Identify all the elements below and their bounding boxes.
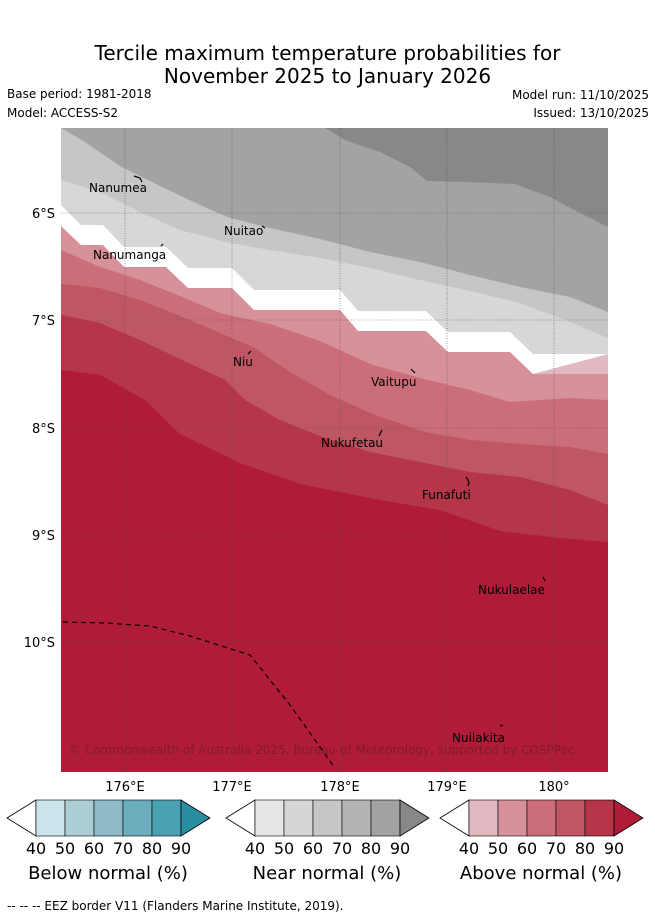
lon-label-179e: 179°E <box>427 780 467 795</box>
below-colorbar-tick: 40 <box>26 839 46 858</box>
lat-label-6s: 6°S <box>32 207 55 222</box>
place-nuilakita: Nuilakita <box>452 731 505 745</box>
title-line-1: Tercile maximum temperature probabilitie… <box>94 41 561 65</box>
colorbar-ticks: 40 50 60 70 80 90 40 50 60 70 80 90 40 50 60 70 80 90 <box>26 839 624 858</box>
near-colorbar-tick: 40 <box>245 839 265 858</box>
near-colorbar-segment <box>370 799 401 837</box>
model-run: Model run: 11/10/2025 <box>511 88 649 102</box>
near-colorbar-tick: 90 <box>390 839 410 858</box>
below-colorbar-tick: 90 <box>171 839 191 858</box>
near-colorbar-under <box>225 799 256 837</box>
below-colorbar-tick: 70 <box>113 839 133 858</box>
near-colorbar-tick: 60 <box>303 839 323 858</box>
near-colorbar-segment <box>312 799 343 837</box>
place-funafuti: Funafuti <box>422 488 471 502</box>
place-vaitupu: Vaitupu <box>371 375 417 389</box>
title-line-2: November 2025 to January 2026 <box>163 64 492 88</box>
below-colorbar-under <box>6 799 37 837</box>
below-colorbar-segment <box>35 799 66 837</box>
lat-label-10s: 10°S <box>24 636 55 651</box>
below-colorbar-segment <box>93 799 124 837</box>
lat-label-8s: 8°S <box>32 422 55 437</box>
above-colorbar-under <box>439 799 470 837</box>
above-colorbar-segment <box>584 799 615 837</box>
eez-footnote: -- -- -- EEZ border V11 (Flanders Marine… <box>7 899 344 913</box>
near-colorbar-tick: 50 <box>274 839 294 858</box>
island-nuitao-shape <box>261 225 266 229</box>
near-colorbar-tick: 70 <box>332 839 352 858</box>
eez-border <box>62 621 336 769</box>
lon-label-176e: 176°E <box>105 780 145 795</box>
island-niu-shape <box>247 350 252 355</box>
above-normal-title: Above normal (%) <box>459 863 623 884</box>
below-colorbar-over <box>180 799 211 837</box>
island-nukufetau-shape <box>378 429 383 437</box>
below-colorbar-tick: 60 <box>84 839 104 858</box>
above-colorbar-segment <box>526 799 557 837</box>
place-nukufetau: Nukufetau <box>321 436 383 450</box>
band-near-70 <box>325 128 608 227</box>
below-colorbar-segment <box>122 799 153 837</box>
lon-label-178e: 178°E <box>320 780 360 795</box>
near-colorbar-segment <box>341 799 372 837</box>
base-period: Base period: 1981-2018 <box>7 87 152 101</box>
place-nanumanga: Nanumanga <box>93 248 166 262</box>
below-colorbar-segment <box>64 799 95 837</box>
place-nukulaelae: Nukulaelae <box>478 583 545 597</box>
island-nukulaelae-shape <box>542 576 546 582</box>
islands <box>133 175 546 727</box>
below-colorbar-tick: 80 <box>142 839 162 858</box>
lat-label-7s: 7°S <box>32 314 55 329</box>
copyright-text: © Commonwealth of Australia 2025, Bureau… <box>69 743 574 757</box>
near-colorbar-tick: 80 <box>361 839 381 858</box>
island-nanumanga-shape <box>160 243 164 247</box>
below-colorbar-tick: 50 <box>55 839 75 858</box>
island-funafuti-shape <box>465 476 470 487</box>
lat-label-9s: 9°S <box>32 529 55 544</box>
lon-label-177e: 177°E <box>212 780 252 795</box>
place-niu: Niu <box>233 355 253 369</box>
near-colorbar-over <box>399 799 430 837</box>
colorbars <box>6 799 644 837</box>
island-vaitupu-shape <box>410 368 416 374</box>
above-colorbar-tick: 60 <box>517 839 537 858</box>
above-colorbar-tick: 90 <box>604 839 624 858</box>
above-colorbar-segment <box>555 799 586 837</box>
place-nanumea: Nanumea <box>89 181 147 195</box>
above-colorbar-over <box>613 799 644 837</box>
near-colorbar-segment <box>283 799 314 837</box>
below-normal-title: Below normal (%) <box>28 863 188 884</box>
above-colorbar-tick: 40 <box>459 839 479 858</box>
island-nuilakita-shape <box>499 724 504 727</box>
place-nuitao: Nuitao <box>224 224 263 238</box>
above-colorbar-segment <box>468 799 499 837</box>
above-colorbar-segment <box>497 799 528 837</box>
model-name: Model: ACCESS-S2 <box>7 106 119 120</box>
island-nanumea-shape <box>133 175 143 183</box>
above-colorbar-tick: 50 <box>488 839 508 858</box>
issued-date: Issued: 13/10/2025 <box>533 106 649 120</box>
above-colorbar-tick: 80 <box>575 839 595 858</box>
above-colorbar-tick: 70 <box>546 839 566 858</box>
graticule <box>61 128 608 772</box>
lon-label-180: 180° <box>538 780 569 795</box>
near-colorbar-segment <box>254 799 285 837</box>
below-colorbar-segment <box>151 799 182 837</box>
probability-bands <box>61 128 608 772</box>
near-normal-title: Near normal (%) <box>252 863 402 884</box>
